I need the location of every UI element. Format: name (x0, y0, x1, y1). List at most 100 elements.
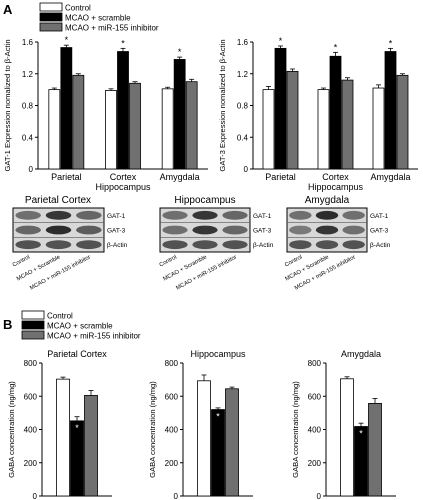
legend-b: Control MCAO + scramble MCAO + miR-155 i… (21, 310, 141, 341)
blot-band (45, 240, 72, 250)
blot-band (192, 210, 218, 220)
y-tick-label: 200 (308, 459, 322, 468)
blot-band (162, 210, 188, 220)
band-label: GAT-1 (370, 213, 389, 220)
bar-scramble (274, 47, 287, 170)
y-tick-label: 400 (165, 426, 179, 435)
blot-band (76, 225, 102, 235)
bar-inhibitor (396, 74, 409, 170)
y-tick-label: 800 (24, 359, 38, 368)
category-sublabel: Hippocampus (308, 182, 364, 192)
y-axis-label: GABA concentration (ng/mg) (7, 381, 16, 478)
significance-marker: * (65, 35, 69, 45)
y-tick-label: 800 (308, 359, 322, 368)
blot-hippocampus: HippocampusGAT-1GAT-3β-ActinControlMCAO … (159, 195, 274, 292)
gaba-hippocampus-chart: 0 200 400 600 800 GABA concentration (ng/mg) H… (148, 349, 253, 500)
y-tick-label: 0.4 (22, 133, 34, 142)
legend-b-swatch-inhibitor (21, 330, 45, 340)
y-tick-label: 0 (317, 492, 322, 500)
legend-a-label-scramble: MCAO + scramble (65, 14, 131, 23)
legend-a: Control MCAO + scramble MCAO + miR-155 i… (39, 2, 159, 33)
y-tick-label: 0 (29, 165, 34, 174)
blot-band (45, 210, 72, 220)
bar-inhibitor (185, 81, 198, 170)
blot-band (342, 225, 365, 235)
bar-inhibitor (129, 82, 141, 170)
bar-scramble (211, 409, 225, 497)
blot-band (342, 210, 365, 220)
blot-band (76, 240, 102, 250)
category-label: Amygdala (370, 172, 410, 182)
significance-marker: * (389, 38, 393, 48)
bar-scramble (117, 51, 129, 170)
y-tick-label: 400 (24, 426, 38, 435)
y-tick-label: 1.2 (237, 70, 249, 79)
bar-scramble (384, 51, 397, 170)
legend-b-swatch-control (21, 310, 45, 320)
band-label: GAT-3 (370, 228, 389, 235)
blot-title: Amygdala (305, 195, 350, 206)
bar-scramble (173, 59, 186, 170)
y-axis-label: GABA concentration (ng/mg) (291, 381, 300, 478)
y-tick-label: 0 (244, 165, 249, 174)
bar-control (105, 90, 117, 170)
y-tick-label: 600 (165, 392, 179, 401)
band-label: GAT-3 (107, 228, 126, 235)
blot-band (45, 225, 72, 235)
y-axis-label: GABA concentration (ng/mg) (148, 381, 157, 478)
y-tick-label: 600 (308, 392, 322, 401)
y-tick-label: 0.8 (237, 102, 249, 111)
y-axis-label: GAT-1 Expression nomalized to β-Actin (3, 39, 12, 171)
blot-title: Parietal Cortex (25, 195, 91, 206)
category-label: Cortex (110, 172, 137, 182)
blot-band (222, 240, 248, 250)
y-tick-label: 0.8 (22, 102, 34, 111)
bar-inhibitor (72, 74, 85, 170)
legend-a-swatch-scramble (39, 12, 63, 22)
gat3-expression-chart: 0 0.4 0.8 1.2 1.6 GAT-3 Expression nomalized … (218, 36, 418, 192)
significance-marker: * (279, 36, 283, 46)
legend-b-swatch-scramble (21, 320, 45, 330)
blot-band (76, 210, 102, 220)
bar-inhibitor (368, 402, 382, 497)
significance-marker: * (216, 412, 220, 422)
bar-control (197, 380, 211, 497)
y-tick-label: 200 (24, 459, 38, 468)
blot-band (162, 225, 188, 235)
blot-band (342, 240, 365, 250)
blot-band (162, 240, 188, 250)
bar-control (340, 378, 354, 497)
chart-title: Parietal Cortex (47, 349, 107, 359)
chart-title: Amygdala (341, 349, 381, 359)
blot-band (289, 210, 312, 220)
bar-scramble (60, 47, 73, 170)
band-label: β-Actin (253, 242, 274, 249)
bar-inhibitor (84, 395, 98, 497)
bar-control (48, 89, 61, 170)
significance-marker: * (334, 42, 338, 52)
category-label: Parietal (265, 172, 296, 182)
bar-control (317, 89, 330, 170)
gaba-parietal-cortex-chart: 0 200 400 600 800 GABA concentration (ng/mg) P… (7, 349, 112, 500)
band-label: GAT-3 (253, 228, 272, 235)
significance-marker: * (359, 429, 363, 439)
bar-inhibitor (341, 79, 354, 170)
blot-band (15, 225, 41, 235)
blot-band (289, 225, 312, 235)
legend-a-label-inhibitor: MCAO + miR-155 inhibitor (65, 24, 159, 33)
bar-control (56, 378, 70, 497)
blot-parietal-cortex: Parietal CortexGAT-1GAT-3β-ActinControlM… (12, 195, 128, 292)
legend-a-label-control: Control (65, 4, 91, 13)
y-axis-label: GAT-3 Expression nomalized to β-Actin (218, 39, 227, 171)
blot-band (192, 225, 218, 235)
blot-band (15, 210, 41, 220)
blot-band (315, 225, 339, 235)
category-label: Amygdala (160, 172, 200, 182)
y-tick-label: 0.4 (237, 133, 249, 142)
gat1-expression-chart: 0 0.4 0.8 1.2 1.6 GAT-1 Expression nomalized … (3, 35, 208, 192)
bar-inhibitor (225, 388, 239, 497)
y-tick-label: 600 (24, 392, 38, 401)
blot-title: Hippocampus (174, 195, 235, 206)
